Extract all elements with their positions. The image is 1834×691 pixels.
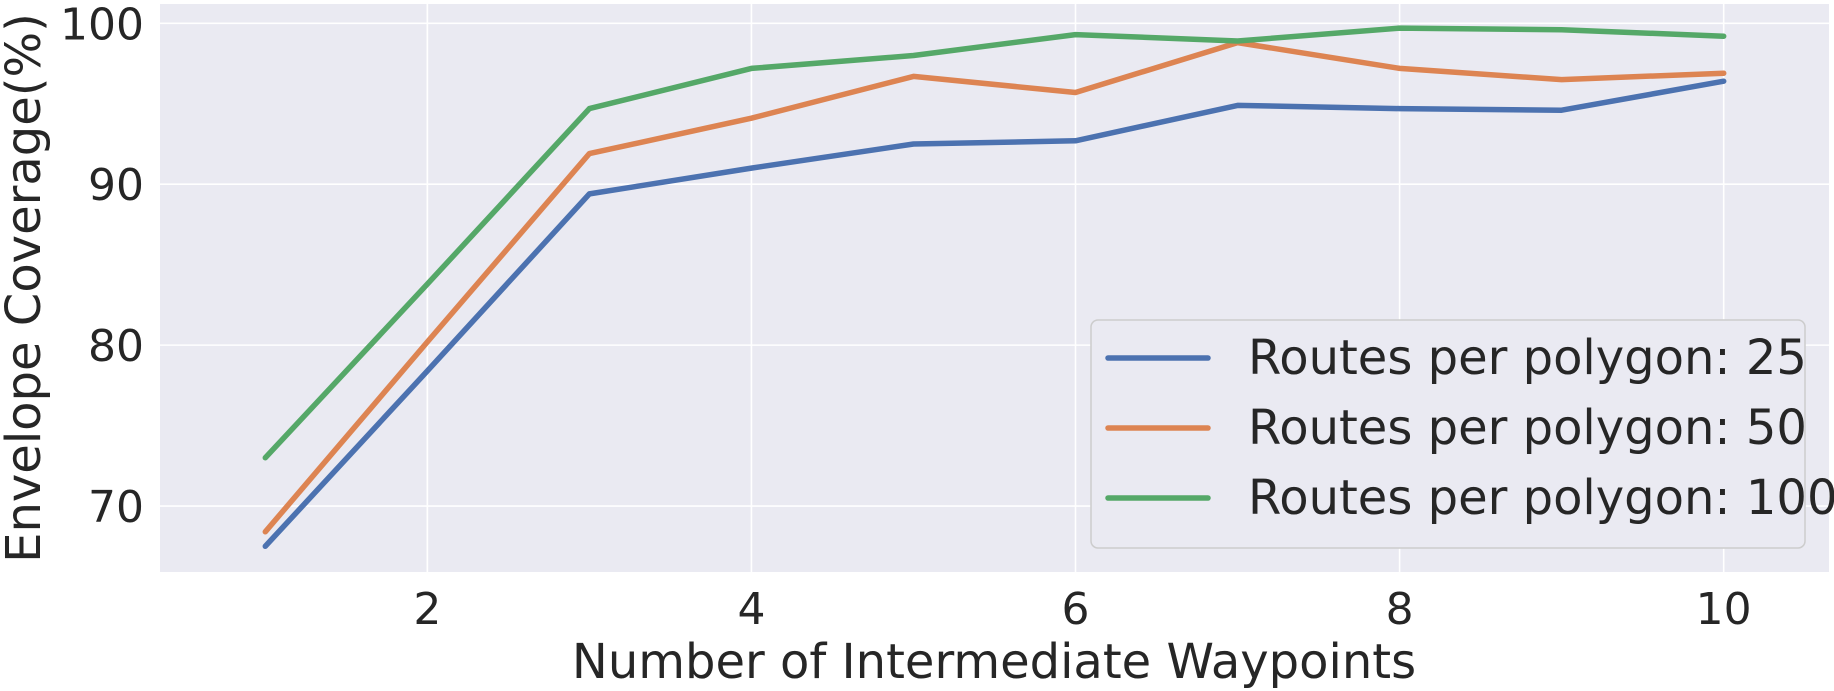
legend: Routes per polygon: 25 Routes per polygon… <box>1090 319 1834 549</box>
legend-box <box>1090 319 1806 549</box>
y-tick-label: 90 <box>88 160 144 211</box>
series-line <box>262 39 1727 535</box>
series-line <box>262 25 1727 461</box>
y-tick-labels: 70 80 90 100 <box>60 0 144 533</box>
legend-label: Routes per polygon: 50 <box>1248 400 1807 456</box>
x-tick-label: 2 <box>413 584 441 635</box>
series-lines <box>262 25 1727 550</box>
legend-label: Routes per polygon: 25 <box>1248 330 1807 386</box>
y-tick-label: 80 <box>88 321 144 372</box>
x-tick-label: 6 <box>1062 584 1090 635</box>
series-line <box>262 78 1727 550</box>
legend-label: Routes per polygon: 100 <box>1248 470 1834 526</box>
y-tick-label: 100 <box>60 0 144 50</box>
x-tick-label: 4 <box>737 584 765 635</box>
x-tick-label: 8 <box>1386 584 1414 635</box>
y-axis-label: Envelope Coverage(%) <box>0 13 52 563</box>
x-tick-labels: 2 4 6 8 10 <box>413 584 1751 635</box>
x-axis-label: Number of Intermediate Waypoints <box>572 634 1416 690</box>
x-tick-label: 10 <box>1696 584 1752 635</box>
y-tick-label: 70 <box>88 482 144 533</box>
